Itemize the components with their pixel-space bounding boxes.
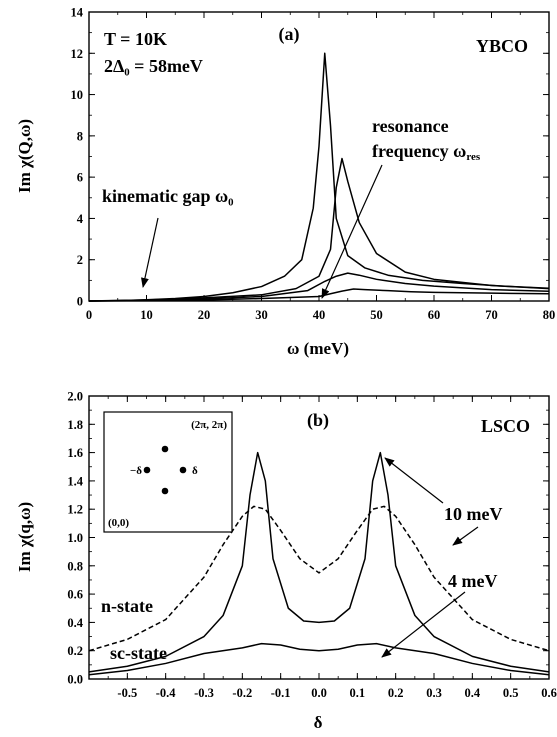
energy-4-label: 4 meV [448, 571, 497, 591]
x-tick-label: 0.0 [311, 686, 327, 700]
series-line-2 [88, 451, 550, 673]
panel-a-params-line2: 2Δ₀ = 58meV [104, 56, 203, 76]
panel-a-resonance-line2: frequency ωres [372, 141, 481, 163]
inset-right-label: δ [192, 465, 198, 477]
panel-a-params-line1: T = 10K [104, 29, 167, 49]
y-tick-label: 0.0 [67, 673, 83, 687]
x-tick-label: -0.2 [232, 686, 252, 700]
y-tick-label: 1.4 [67, 474, 83, 488]
resonance-arrow [321, 164, 383, 299]
series-line-1 [88, 52, 550, 302]
sc-state-label: sc-state [110, 643, 167, 663]
energy-10-label: 10 meV [444, 504, 502, 524]
y-tick-label: 0.4 [67, 616, 83, 630]
y-tick-label: 12 [71, 47, 84, 61]
panel-a-resonance-line1: resonance [372, 116, 449, 136]
x-tick-label: 0.5 [503, 686, 519, 700]
panel-b-xlabel: δ [314, 713, 323, 732]
panel-a-material: YBCO [476, 36, 528, 56]
y-tick-label: 0.2 [67, 644, 83, 658]
series-line-4 [88, 288, 550, 302]
arrow-10mev-dashed [452, 526, 479, 546]
panel-a-label: (a) [279, 24, 300, 45]
y-tick-label: 6 [77, 171, 83, 185]
inset-corner-top: (2π, 2π) [191, 419, 227, 431]
y-tick-label: 2 [77, 253, 83, 267]
inset-dot-top [161, 445, 169, 453]
x-tick-label: 0.1 [350, 686, 366, 700]
x-tick-label: 80 [543, 308, 556, 322]
kinematic-gap-arrow [141, 217, 159, 288]
x-tick-label: 30 [255, 308, 268, 322]
y-tick-label: 0.8 [67, 559, 83, 573]
brillouin-zone-inset: (2π, 2π) (0,0) −δ δ [103, 411, 233, 533]
x-tick-label: 60 [428, 308, 441, 322]
inset-dot-right [179, 466, 187, 474]
y-tick-label: 2.0 [67, 390, 83, 404]
y-tick-label: 1.6 [67, 446, 83, 460]
x-tick-label: 0.4 [465, 686, 481, 700]
y-tick-label: 0.6 [67, 588, 83, 602]
panel-b-series [88, 451, 550, 676]
panel-a-kinematic-gap: kinematic gap ω₀ [102, 186, 234, 206]
x-tick-label: 0.3 [426, 686, 442, 700]
y-tick-label: 1.2 [67, 503, 83, 517]
panel-a-xlabel: ω (meV) [287, 339, 349, 358]
arrow-10mev-peak [384, 457, 444, 504]
arrow-4mev [381, 591, 466, 658]
y-tick-label: 8 [77, 129, 83, 143]
x-tick-label: -0.3 [194, 686, 214, 700]
x-tick-label: 50 [370, 308, 383, 322]
panel-a-ylabel: Im χ(Q,ω) [15, 119, 34, 193]
y-tick-label: 4 [77, 212, 84, 226]
x-tick-label: 20 [198, 308, 211, 322]
x-tick-label: 0 [86, 308, 92, 322]
y-tick-label: 1.0 [67, 531, 83, 545]
x-tick-label: 10 [140, 308, 153, 322]
x-tick-label: 0.2 [388, 686, 404, 700]
panel-a-ticks: 0 10 20 30 40 50 60 70 80 0 2 4 6 8 10 12 14 [71, 6, 556, 323]
x-tick-label: -0.4 [156, 686, 177, 700]
series-line-2 [88, 157, 550, 302]
series-line-1 [88, 505, 550, 652]
panel-b: -0.5 -0.4 -0.3 -0.2 -0.1 0.0 0.1 0.2 0.3 0.4 0.5 0.… [15, 390, 557, 733]
inset-frame [103, 411, 233, 533]
y-tick-label: 10 [71, 88, 84, 102]
series-line-3 [88, 642, 550, 676]
panel-b-ylabel: Im χ(q,ω) [15, 502, 34, 572]
x-tick-label: -0.1 [271, 686, 291, 700]
x-tick-label: -0.5 [117, 686, 137, 700]
inset-dot-left [143, 466, 151, 474]
panel-b-material: LSCO [481, 416, 530, 436]
panel-a: 0 10 20 30 40 50 60 70 80 0 2 4 6 8 10 12 14 (a) T = 10K… [15, 6, 555, 359]
x-tick-label: 70 [485, 308, 498, 322]
panel-a-frame [88, 11, 550, 302]
panel-b-label: (b) [307, 410, 329, 431]
inset-corner-bottom: (0,0) [108, 517, 129, 529]
y-tick-label: 1.8 [67, 418, 83, 432]
inset-left-label: −δ [130, 465, 142, 477]
panel-a-series [88, 52, 550, 302]
x-tick-label: 0.6 [541, 686, 557, 700]
panel-b-frame [88, 395, 550, 680]
x-tick-label: 40 [313, 308, 326, 322]
panel-b-ticks: -0.5 -0.4 -0.3 -0.2 -0.1 0.0 0.1 0.2 0.3 0.4 0.5 0.… [67, 390, 556, 701]
series-line-3 [88, 272, 550, 302]
inset-dot-bottom [161, 487, 169, 495]
y-tick-label: 14 [71, 6, 84, 20]
y-tick-label: 0 [77, 295, 83, 309]
n-state-label: n-state [101, 596, 153, 616]
